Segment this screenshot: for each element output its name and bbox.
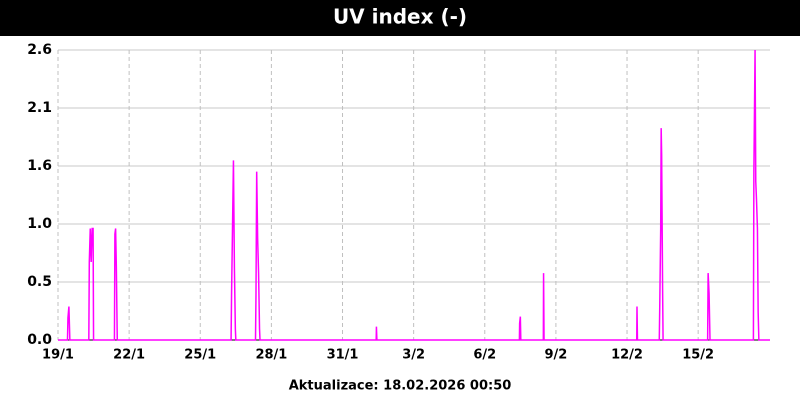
x-tick-label: 6/2 (473, 348, 496, 363)
x-tick-label: 12/2 (611, 348, 643, 363)
chart-title: UV index (-) (333, 5, 467, 29)
header-bar (0, 0, 800, 36)
y-tick-label: 1.6 (27, 158, 52, 174)
uv-line (58, 49, 770, 341)
y-tick-label: 1.0 (27, 216, 52, 232)
x-tick-label: 25/1 (184, 348, 216, 363)
x-tick-label: 15/2 (682, 348, 714, 363)
y-tick-label: 2.6 (27, 42, 52, 58)
y-tick-label: 0.5 (27, 274, 52, 290)
x-tick-label: 22/1 (113, 348, 145, 363)
y-tick-label: 0.0 (27, 332, 52, 348)
x-tick-label: 28/1 (255, 348, 287, 363)
x-tick-label: 19/1 (42, 348, 74, 363)
x-tick-label: 3/2 (402, 348, 425, 363)
x-tick-label: 9/2 (544, 348, 567, 363)
x-tick-label: 31/1 (327, 348, 359, 363)
y-tick-label: 2.1 (27, 100, 52, 116)
footer: Aktualizace: 18.02.2026 00:50 (289, 379, 512, 394)
